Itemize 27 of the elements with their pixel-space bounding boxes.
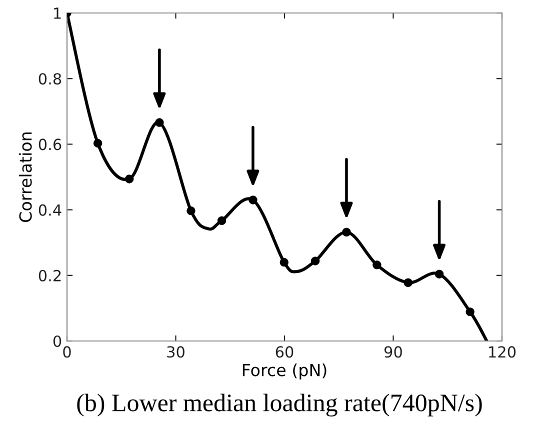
- x-tick-label: 90: [384, 346, 402, 358]
- point: [93, 138, 102, 148]
- point: [155, 118, 164, 127]
- point: [310, 256, 320, 266]
- point: [466, 307, 474, 316]
- text: (b) Lower median loading rate(740pN/s): [77, 394, 482, 416]
- point: [372, 260, 382, 270]
- y-tick-label: 0.4: [38, 204, 62, 216]
- y-tick-label: 0.2: [38, 270, 61, 282]
- point: [280, 258, 289, 267]
- point: [434, 270, 444, 278]
- point: [248, 196, 258, 204]
- x-axis-title: Force (pN): [242, 363, 326, 380]
- x-tick-label: 120: [489, 346, 516, 358]
- y-axis-title: Correlation: [18, 132, 32, 222]
- point: [342, 228, 351, 236]
- point: [404, 278, 412, 287]
- y-tick-label: 0: [53, 335, 62, 348]
- point: [124, 174, 134, 184]
- y-tick-label: 0.6: [38, 138, 62, 150]
- point: [186, 206, 196, 216]
- x-tick-label: 60: [276, 346, 294, 358]
- x-tick-label: 0: [63, 346, 71, 358]
- y-tick-label: 0.8: [38, 73, 62, 85]
- y-tick-label: 1: [54, 8, 61, 19]
- x-tick-label: 30: [167, 346, 184, 358]
- point: [217, 216, 226, 225]
